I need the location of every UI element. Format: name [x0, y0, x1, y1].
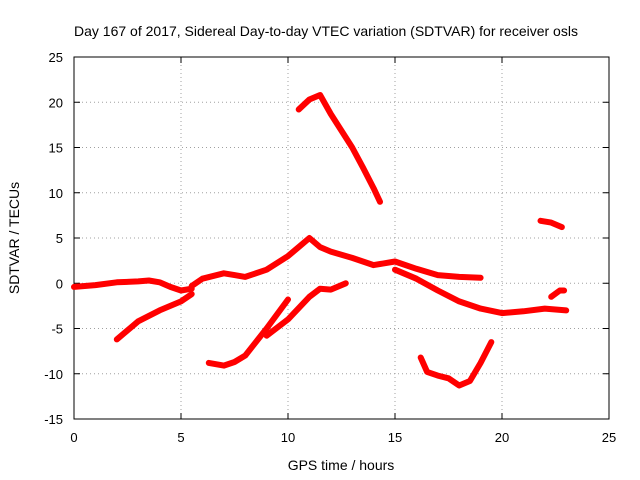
grid-layer — [74, 57, 609, 419]
y-tick-label: 25 — [49, 50, 63, 65]
y-tick-label: -15 — [44, 412, 63, 427]
y-tick-label: 0 — [56, 276, 63, 291]
series-arc-3 — [188, 235, 484, 289]
series-arc-10 — [548, 287, 568, 300]
series-layer — [71, 92, 570, 389]
series-arc-4 — [205, 296, 291, 369]
chart-title: Day 167 of 2017, Sidereal Day-to-day VTE… — [74, 23, 578, 39]
series-arc-6 — [295, 92, 383, 205]
x-tick-label: 10 — [281, 430, 295, 445]
series-arc-5 — [263, 280, 349, 339]
x-tick-label: 15 — [388, 430, 402, 445]
series-arc-7 — [392, 266, 570, 317]
y-tick-label: 20 — [49, 95, 63, 110]
x-tick-label: 5 — [177, 430, 184, 445]
series-arc-1 — [71, 277, 195, 294]
x-axis-label: GPS time / hours — [288, 457, 395, 473]
tick-layer: 0 5 10 15 20 25 -15 -10 -5 0 5 10 15 20 25 — [44, 50, 616, 445]
x-tick-label: 25 — [602, 430, 616, 445]
series-arc-9 — [537, 217, 565, 231]
x-tick-label: 0 — [70, 430, 77, 445]
y-tick-label: 10 — [49, 186, 63, 201]
y-tick-label: 15 — [49, 141, 63, 156]
series-arc-2 — [113, 291, 195, 343]
y-tick-label: -10 — [44, 367, 63, 382]
y-axis-label: SDTVAR / TECUs — [6, 182, 22, 294]
y-tick-label: 5 — [56, 231, 63, 246]
x-tick-label: 20 — [495, 430, 509, 445]
series-arc-8 — [417, 339, 495, 389]
y-tick-label: -5 — [51, 322, 63, 337]
